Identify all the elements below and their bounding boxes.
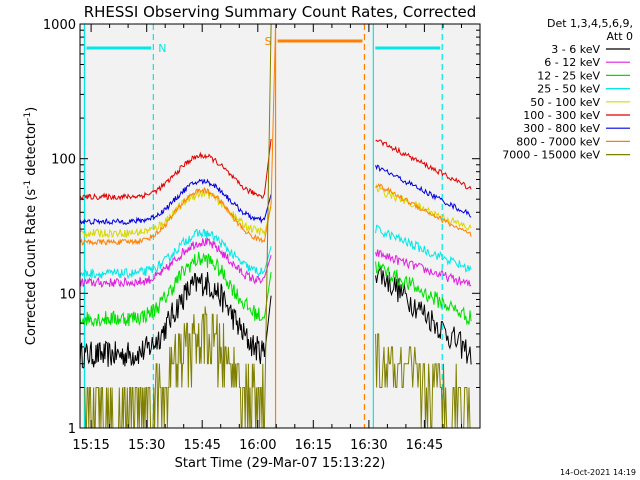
plot-background [80, 24, 480, 428]
y-tick-label: 10 [59, 287, 76, 302]
y-axis-title-end: ) [24, 107, 39, 112]
series-line-post [375, 164, 472, 218]
legend-label: 100 - 300 keV [523, 109, 600, 122]
x-tick-label: 15:45 [183, 438, 220, 453]
x-tick-label: 16:00 [239, 438, 276, 453]
y-tick-label: 100 [51, 153, 76, 168]
legend-label: 800 - 7000 keV [516, 135, 600, 148]
legend-label: 3 - 6 keV [551, 43, 600, 56]
chart-title: RHESSI Observing Summary Count Rates, Co… [84, 3, 477, 21]
series-line-post [375, 182, 472, 237]
y-tick-label: 1000 [43, 18, 76, 33]
y-axis-title-sup2: -1 [23, 112, 33, 121]
series-line-post [375, 183, 472, 231]
y-axis-title: Corrected Count Rate (s-1 detector-1) [23, 107, 39, 345]
legend-header-line1: Det 1,3,4,5,6,9, [547, 17, 633, 30]
series-line-pre [79, 138, 272, 201]
footer-timestamp: 14-Oct-2021 14:19 [560, 468, 636, 477]
legend-label: 7000 - 15000 keV [502, 149, 600, 162]
series-line-post [375, 261, 472, 326]
series-line-post [375, 249, 472, 287]
series-line-pre [79, 228, 272, 280]
annotation-label: S [265, 35, 272, 48]
series-line-pre [79, 251, 272, 328]
legend-label: 12 - 25 keV [537, 69, 600, 82]
series-layer [79, 23, 472, 429]
y-tick-label: 1 [68, 422, 76, 437]
plot-frame [79, 23, 481, 429]
x-tick-label: 16:45 [406, 438, 443, 453]
series-line-post [375, 224, 472, 273]
series-line-pre [79, 237, 272, 288]
series-line-post [375, 139, 472, 190]
y-axis: 1 10 100 1000 [43, 18, 480, 437]
x-tick-label: 15:15 [72, 438, 109, 453]
legend-header-line2: Att 0 [607, 30, 633, 43]
series-line-pre [79, 178, 272, 226]
series-line-pre [80, 23, 276, 429]
x-tick-label: 16:15 [295, 438, 332, 453]
legend-label: 300 - 800 keV [523, 122, 600, 135]
x-axis: 15:15 15:30 15:45 16:00 16:15 16:30 16:45 [72, 24, 481, 453]
legend-label: 50 - 100 keV [530, 96, 600, 109]
legend-label: 6 - 12 keV [544, 56, 600, 69]
x-tick-label: 15:30 [128, 438, 165, 453]
y-axis-title-main: Corrected Count Rate (s [24, 189, 39, 346]
series-line-post [375, 266, 472, 365]
legend-label: 25 - 50 keV [537, 83, 600, 96]
series-line-pre [79, 23, 277, 246]
series-line-pre [79, 190, 272, 239]
series-line-pre [79, 272, 272, 369]
x-tick-label: 16:30 [350, 438, 387, 453]
x-axis-title: Start Time (29-Mar-07 15:13:22) [175, 456, 386, 471]
annotation-label: N [158, 42, 166, 55]
y-axis-title-sup1: -1 [23, 180, 33, 189]
y-axis-title-mid: detector [24, 120, 39, 180]
